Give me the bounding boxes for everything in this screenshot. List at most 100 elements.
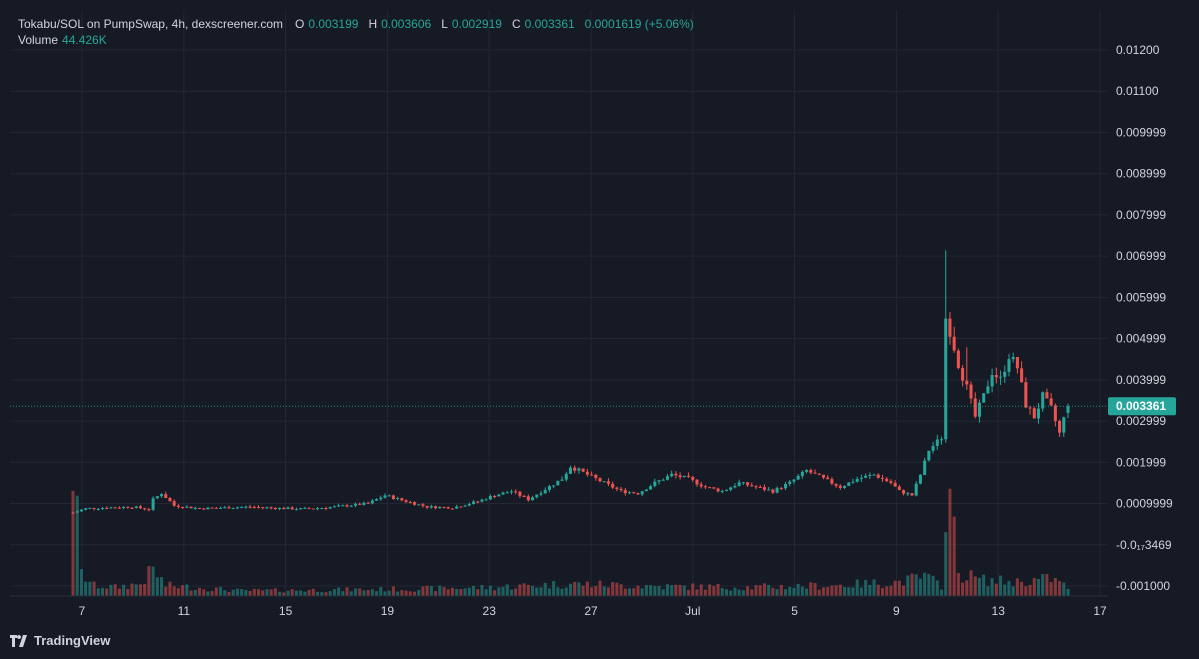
candle-body	[902, 490, 906, 494]
volume-bar	[674, 584, 678, 596]
candle-body	[370, 500, 374, 504]
volume-bar	[999, 575, 1003, 596]
volume-bar	[1041, 573, 1045, 596]
candle-body	[910, 493, 914, 496]
volume-bar	[876, 584, 880, 596]
volume-bar	[505, 584, 509, 596]
volume-bar	[834, 585, 838, 596]
volume-bar	[531, 585, 535, 596]
y-tick-label: 0.004999	[1116, 332, 1166, 346]
volume-bar	[396, 591, 400, 596]
low-label: L	[441, 17, 448, 31]
candle-body	[885, 478, 889, 482]
volume-bar	[429, 586, 433, 596]
candle-body	[805, 470, 809, 472]
volume-bar	[809, 582, 813, 596]
volume-bar	[138, 584, 142, 596]
candle-body	[1058, 420, 1062, 433]
candle-body	[383, 495, 387, 498]
candle-body	[345, 505, 349, 507]
candle-body	[206, 507, 210, 510]
volume-bar	[526, 584, 530, 596]
x-tick-label: 27	[584, 604, 598, 618]
volume-bar	[400, 590, 404, 596]
volume-bar	[463, 588, 467, 596]
candle-body	[463, 505, 467, 507]
volume-bar	[282, 592, 286, 596]
candle-body	[956, 350, 960, 369]
candle-body	[303, 507, 307, 509]
candle-body	[699, 484, 703, 487]
volume-bar	[893, 580, 897, 596]
candle-body	[320, 508, 324, 510]
candle-body	[944, 318, 948, 440]
volume-bar	[889, 585, 893, 596]
candle-body	[472, 501, 476, 505]
candle-body	[197, 507, 202, 509]
volume-bar	[100, 587, 105, 596]
volume-bar	[796, 583, 800, 596]
candle-body	[219, 507, 223, 509]
volume-bar	[1036, 578, 1041, 596]
volume-bar	[994, 583, 998, 596]
volume-bar	[973, 576, 977, 596]
volume-bar	[838, 584, 842, 596]
candle-body	[181, 506, 185, 508]
volume-bar	[122, 584, 126, 596]
volume-bar	[577, 582, 581, 596]
volume-bar	[244, 589, 248, 596]
volume-bar	[771, 587, 775, 596]
volume-bar	[109, 584, 113, 596]
candle-body	[914, 483, 918, 496]
candle-body	[400, 498, 404, 501]
volume-bar	[543, 582, 547, 596]
candle-body	[488, 496, 492, 500]
candle-body	[716, 488, 720, 492]
volume-bar	[358, 588, 362, 596]
candle-body	[231, 508, 235, 510]
volume-bar	[206, 591, 210, 596]
candle-body	[556, 480, 560, 486]
candle-body	[564, 473, 568, 480]
volume-bar	[687, 589, 691, 596]
candle-body	[703, 486, 707, 488]
candle-body	[1053, 405, 1057, 421]
volume-bar	[518, 584, 522, 596]
candle-body	[122, 506, 126, 508]
y-tick-label: 0.01100	[1116, 84, 1159, 98]
open-label: O	[295, 17, 305, 31]
volume-bar	[623, 588, 627, 596]
candle-body	[817, 473, 821, 475]
volume-bar	[324, 592, 328, 596]
volume-bar	[606, 587, 610, 596]
candle-body	[164, 494, 168, 499]
candle-body	[775, 487, 779, 493]
price-axis[interactable]: 0.01200 0.01100 0.009999 0.008999 0.007999 0.…	[1116, 43, 1173, 593]
x-tick-label: Jul	[685, 604, 700, 618]
candle-body	[665, 476, 669, 480]
candle-body	[927, 450, 931, 461]
time-axis[interactable]: 7 11 15 19 23 27 Jul 5 9 13 17	[10, 595, 1108, 618]
volume-bar	[758, 585, 762, 596]
volume-bar	[256, 589, 261, 596]
volume-bar	[345, 587, 349, 596]
volume-bar	[636, 585, 640, 596]
volume-bar	[767, 584, 771, 596]
volume-bar	[619, 584, 623, 596]
candle-body	[88, 507, 92, 509]
candle-body	[691, 476, 695, 480]
candle-body	[240, 507, 244, 509]
tradingview-brand[interactable]: TradingView	[10, 633, 110, 648]
volume-bar	[859, 587, 863, 596]
volume-bar	[805, 588, 809, 596]
candle-body	[897, 486, 901, 491]
candle-body	[210, 507, 214, 509]
volume-bar	[897, 580, 901, 596]
volume-bar	[391, 586, 395, 596]
change-value: 0.0001619 (+5.06%)	[584, 17, 694, 31]
volume-bar	[1003, 584, 1007, 596]
candle-body	[1066, 406, 1070, 413]
candle-body	[581, 468, 585, 472]
y-tick-label: 0.0009999	[1116, 497, 1173, 511]
